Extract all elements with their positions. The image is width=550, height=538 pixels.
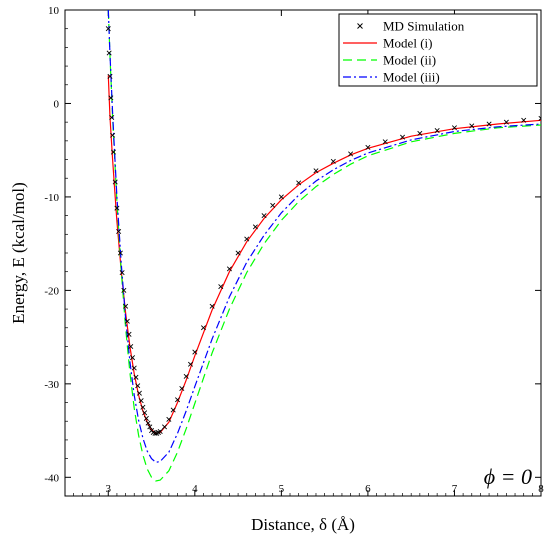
md-simulation-point [170,407,176,413]
md-simulation-point [140,404,146,410]
x-axis-label: Distance, δ (Å) [251,515,355,534]
y-tick-label: -10 [44,192,59,204]
legend-entry: Model (ii) [343,53,436,68]
y-tick-label: 0 [54,98,60,110]
md-simulation-point [174,397,181,403]
md-simulation-point [330,158,336,164]
md-simulation-point [278,194,284,200]
md-simulation-point [131,365,137,371]
series-line-model-ii [107,10,541,482]
md-simulation-point [400,134,406,140]
legend-label: Model (i) [383,36,432,51]
legend-label: Model (iii) [383,70,440,85]
md-simulation-point [365,144,371,150]
md-simulation-point [142,410,148,416]
md-simulation-point [126,331,132,337]
legend-label: MD Simulation [383,19,465,34]
md-simulation-point [138,398,144,404]
md-simulation-point [110,132,116,138]
md-simulation-point [200,325,206,331]
md-simulation-point [521,117,527,123]
md-simulation-point [296,180,302,186]
x-tick-label: 5 [279,483,285,495]
md-simulation-point [244,236,250,242]
md-simulation-point [469,123,475,129]
md-simulation-point [112,179,118,185]
md-simulation-point [117,250,123,256]
md-simulation-point [503,119,509,125]
md-simulation-point [486,121,492,127]
legend-entry: Model (iii) [343,70,440,85]
x-tick-label: 3 [106,483,112,495]
md-simulation-point [235,250,241,256]
legend-entry: Model (i) [343,36,432,51]
md-simulation-point [183,373,189,379]
legend: MD Simulation Model (i) Model (ii) Model (i… [338,13,538,87]
md-simulation-point [434,128,440,134]
x-tick-label: 8 [538,483,544,495]
md-simulation-point [145,420,151,426]
md-simulation-point [123,303,129,309]
series-line-model-i [107,75,541,435]
md-simulation-point [348,151,354,157]
md-simulation-point [252,224,258,230]
md-simulation-point [261,213,267,219]
y-tick-label: -40 [44,472,59,484]
md-simulation-point [114,205,120,211]
phi-annotation: ϕ = 0 [484,464,532,489]
md-simulation-point [417,130,423,136]
md-simulation-point [136,390,142,396]
md-simulation-point [108,95,114,101]
md-simulation-point [162,424,168,430]
series-layer [105,10,541,482]
md-simulation-point [143,415,149,421]
md-simulation-point [109,114,115,120]
md-simulation-point [107,73,113,79]
y-axis-label: Energy, E (kcal/mol) [9,182,28,324]
md-simulation-point [157,428,163,435]
y-tick-label: -30 [44,379,59,391]
legend-box [338,13,538,87]
md-simulation-point [116,228,122,235]
legend-marker [357,23,363,29]
md-simulation-point [133,374,139,380]
y-tick-label: 10 [48,5,60,17]
md-simulation-point [166,416,172,422]
md-simulation-point [105,26,111,32]
md-simulation-point [119,270,125,276]
legend-entry: MD Simulation [357,19,465,34]
md-simulation-point [226,266,232,272]
md-simulation-point [179,386,185,392]
md-simulation-point [451,125,457,131]
md-simulation-point [147,424,153,430]
md-simulation-point [538,115,541,121]
x-tick-label: 7 [452,483,458,495]
md-simulation-point [110,149,116,155]
x-tick-label: 6 [365,483,371,495]
md-simulation-point [106,50,112,56]
md-simulation-point [209,303,215,309]
series-line-model-iii [107,10,541,464]
md-simulation-point [129,355,136,361]
md-simulation-point [124,318,130,324]
md-simulation-point [128,343,134,349]
md-simulation-point [313,168,319,174]
md-simulation-point [382,139,388,145]
md-simulation-point [218,284,224,290]
md-simulation-point [270,202,276,208]
y-tick-label: -20 [44,285,59,297]
md-simulation-point [121,287,127,293]
md-simulation-point [192,349,198,355]
md-simulation-point [187,361,194,367]
x-tick-label: 4 [192,483,198,495]
md-simulation-point [135,383,141,389]
legend-label: Model (ii) [383,53,436,68]
